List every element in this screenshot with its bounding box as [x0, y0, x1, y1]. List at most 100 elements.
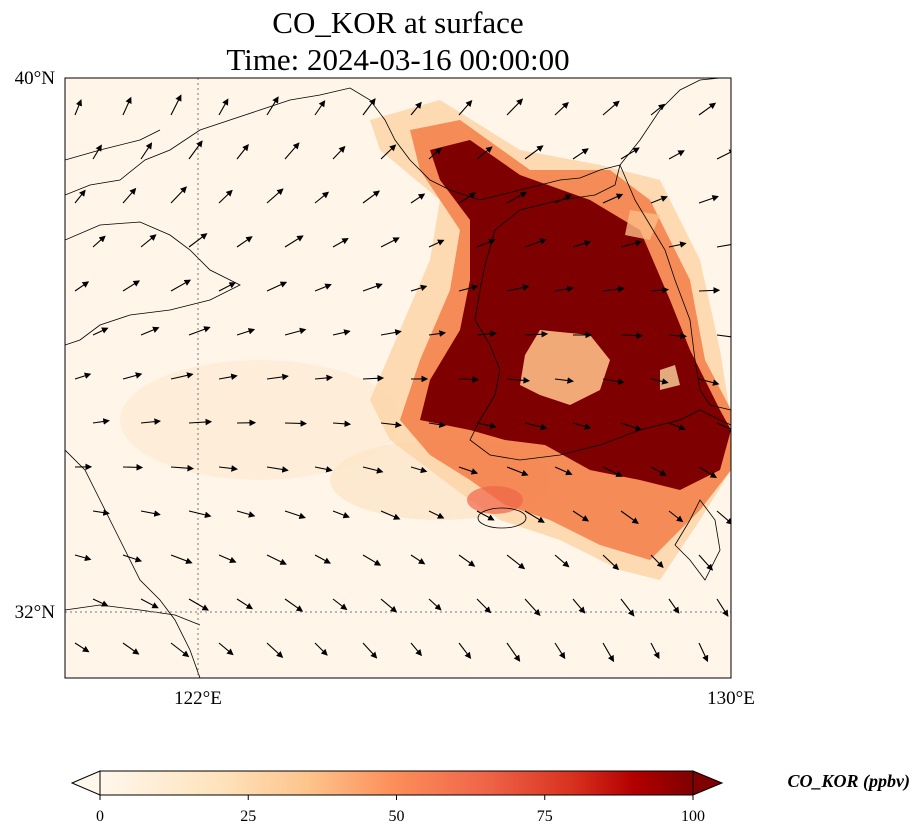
wind-arrow: [650, 286, 669, 294]
wind-arrow: [668, 422, 686, 431]
colorbar-tick-label: 100: [681, 808, 705, 825]
colorbar-extend-low: [70, 770, 101, 796]
wind-arrow: [554, 285, 574, 293]
wind-arrow: [428, 239, 445, 248]
wind-arrow: [668, 150, 685, 160]
wind-arrow: [284, 510, 306, 520]
wind-arrow: [362, 283, 383, 292]
wind-arrow: [236, 144, 249, 160]
wind-arrow: [188, 598, 209, 611]
wind-arrow: [410, 466, 428, 474]
colorbar-tick-label: 75: [537, 808, 553, 825]
wind-arrow: [188, 140, 203, 160]
wind-arrow: [218, 373, 238, 381]
wind-arrow: [668, 598, 680, 614]
wind-arrow: [506, 554, 526, 570]
colorbar-extend-high: [692, 770, 724, 796]
wind-arrow: [428, 421, 446, 428]
wind-arrow: [332, 145, 346, 160]
wind-arrow: [188, 510, 212, 519]
wind-arrow: [140, 510, 161, 517]
wind-arrow: [380, 598, 398, 613]
wind-arrow: [476, 330, 497, 338]
wind-arrow: [716, 422, 731, 432]
wind-arrow: [380, 144, 397, 160]
wind-arrow: [140, 326, 160, 336]
wind-arrow: [362, 554, 382, 566]
wind-arrow: [602, 100, 620, 116]
wind-arrow: [74, 99, 82, 116]
wind-arrow: [92, 327, 109, 336]
wind-arrow: [314, 100, 326, 116]
wind-arrow: [140, 234, 157, 248]
wind-arrow: [716, 510, 731, 525]
wind-arrow: [74, 189, 86, 204]
wind-arrow: [506, 98, 524, 116]
wind-arrow: [362, 466, 384, 474]
wind-arrow: [362, 374, 385, 382]
wind-arrow: [602, 193, 624, 204]
wind-arrow: [698, 195, 719, 204]
co-plume-inner-light: [520, 330, 610, 405]
wind-arrow: [476, 510, 495, 521]
wind-arrow: [122, 187, 137, 204]
wind-arrow: [140, 418, 161, 425]
wind-arrow: [428, 330, 446, 337]
wind-arrow: [266, 642, 284, 658]
wind-arrow: [410, 193, 426, 204]
wind-arrow: [266, 373, 289, 381]
wind-arrow: [650, 195, 668, 204]
wind-arrow: [554, 466, 573, 476]
wind-arrow: [572, 148, 589, 160]
wind-arrow: [314, 374, 333, 382]
wind-arrow: [218, 282, 236, 292]
wind-arrow: [266, 188, 284, 204]
colorbar-tick-label: 25: [240, 808, 256, 825]
wind-arrow: [458, 466, 479, 475]
wind-arrow: [524, 238, 547, 248]
wind-arrow: [362, 642, 378, 659]
wind-arrow: [380, 510, 401, 520]
map-panel: [65, 78, 731, 678]
wind-arrow: [698, 378, 720, 386]
wind-arrow: [332, 510, 350, 519]
wind-arrow: [572, 598, 586, 614]
wind-arrow: [506, 284, 530, 292]
wind-arrow: [476, 598, 492, 614]
wind-arrow: [458, 99, 473, 116]
wind-arrow: [602, 378, 625, 385]
wind-arrow: [716, 241, 731, 248]
wind-arrow: [650, 103, 666, 116]
wind-arrow: [284, 420, 308, 427]
wind-arrow: [620, 147, 640, 160]
map-frame: [64, 77, 732, 679]
wind-arrow: [236, 598, 254, 610]
wind-arrow: [236, 510, 256, 518]
wind-arrow: [524, 422, 548, 431]
wind-arrow: [122, 554, 143, 563]
wind-arrow: [650, 378, 669, 385]
wind-arrow: [524, 510, 545, 523]
wind-arrow: [92, 509, 110, 516]
wind-arrow: [314, 466, 333, 473]
wind-arrow: [506, 377, 530, 384]
wind-arrow: [122, 372, 143, 380]
wind-arrow: [266, 466, 289, 473]
colorbar: 0 25 50 75 100 CO_KOR (ppbv): [70, 770, 910, 825]
wind-arrow: [362, 190, 380, 204]
wind-arrow: [380, 237, 400, 248]
wind-arrow: [668, 241, 687, 248]
wind-arrow: [284, 598, 304, 612]
wind-arrow: [428, 510, 445, 519]
wind-arrow: [236, 328, 256, 336]
wind-arrow: [332, 420, 352, 428]
gridlines: [65, 78, 731, 678]
wind-arrow: [506, 642, 521, 662]
colorbar-tick-label: 50: [389, 808, 405, 825]
wind-arrow: [572, 510, 590, 522]
wind-arrow: [668, 510, 684, 523]
wind-arrow: [602, 466, 623, 477]
wind-arrow: [524, 598, 541, 617]
wind-arrow: [410, 642, 423, 657]
wind-arrow: [698, 287, 721, 294]
